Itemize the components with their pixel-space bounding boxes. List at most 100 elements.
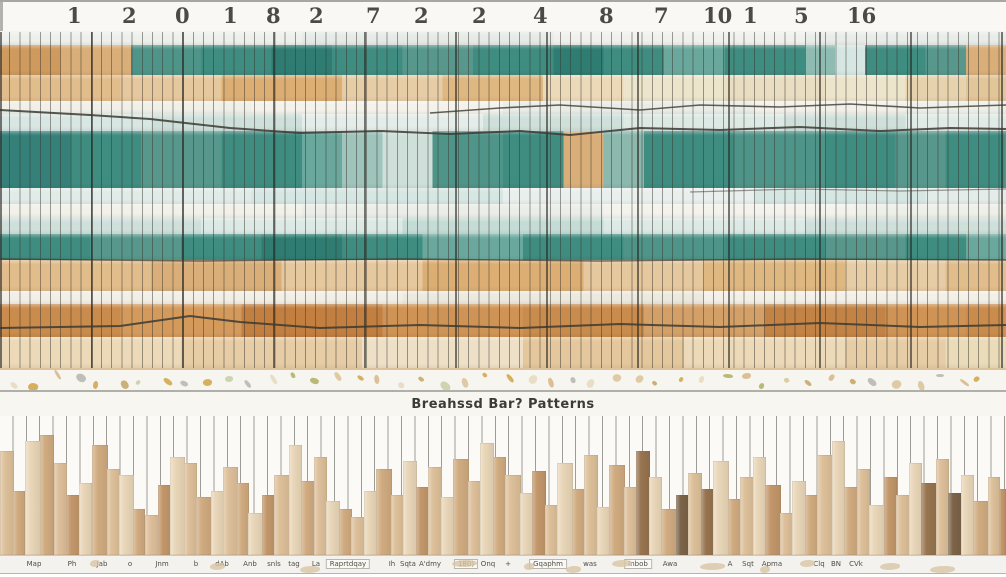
x-tick-label: Raprtdqay — [325, 559, 371, 569]
confetti-dot — [528, 374, 539, 385]
bar — [765, 485, 781, 555]
paint-smear — [452, 560, 477, 567]
confetti-dot — [586, 378, 596, 389]
confetti-dot — [698, 375, 705, 384]
bar — [468, 481, 481, 555]
x-tick-label: Anb — [243, 560, 257, 568]
bar — [597, 507, 610, 555]
paint-band — [0, 260, 1006, 291]
confetti-dot — [202, 378, 213, 386]
paint-smear — [612, 560, 632, 567]
bar — [740, 477, 754, 555]
bar — [339, 509, 352, 555]
paint-band — [0, 234, 1006, 260]
section-divider: Breahssd Bar? Patterns — [0, 390, 1006, 418]
x-tick-label: Ph — [67, 560, 77, 568]
bar — [545, 505, 558, 555]
bar — [896, 495, 910, 555]
confetti-dot — [742, 373, 752, 379]
paint-band — [0, 101, 1006, 114]
confetti-dot — [309, 376, 321, 386]
bar — [196, 497, 212, 555]
bar — [107, 469, 120, 555]
bar — [832, 441, 845, 555]
bar — [584, 455, 598, 555]
bar — [753, 457, 766, 555]
bar — [661, 509, 677, 555]
painted-band-panel — [0, 31, 1006, 393]
confetti-dot — [461, 377, 470, 389]
header-number-ruler: 1 2 0 1 8 2 7 2 2 4 8 7 10 1 5 16 — [0, 2, 1006, 32]
paint-smear — [800, 560, 815, 567]
bar — [999, 489, 1006, 555]
confetti-dot — [723, 373, 734, 379]
x-tick-label: Apma — [761, 560, 783, 568]
bar — [403, 461, 417, 555]
x-tick-label: Ih — [388, 560, 396, 568]
ruler-number: 16 — [847, 3, 877, 28]
paint-band — [0, 291, 1006, 304]
bar — [505, 475, 521, 555]
paint-band — [0, 218, 1006, 234]
bar — [0, 451, 14, 555]
x-tick-label: A'dmy — [418, 560, 442, 568]
confetti-dot — [179, 379, 190, 389]
confetti-dot — [972, 375, 981, 384]
paint-smear — [566, 566, 581, 573]
bar — [326, 501, 340, 555]
ruler-number: 7 — [366, 3, 381, 28]
ruler-number: 1 — [743, 3, 758, 28]
paint-smear — [524, 563, 534, 570]
bar — [314, 457, 327, 555]
bar — [453, 459, 469, 555]
ruler-number: 7 — [654, 3, 669, 28]
bar — [909, 463, 922, 555]
bar — [857, 469, 870, 555]
confetti-dot — [92, 380, 99, 390]
paint-smear — [90, 560, 100, 567]
confetti-dot — [373, 375, 379, 385]
confetti-dot — [936, 373, 945, 378]
paint-smear — [300, 566, 320, 573]
paint-band — [0, 131, 1006, 188]
bar — [262, 495, 275, 555]
confetti-dot — [505, 372, 515, 384]
paint-band — [0, 188, 1006, 204]
x-tick-label: Awa — [662, 560, 678, 568]
bar — [532, 471, 546, 555]
bar — [79, 483, 92, 555]
ruler-number: 4 — [533, 3, 548, 28]
confetti-strip — [0, 368, 1006, 393]
x-tick-label: b — [193, 560, 199, 568]
confetti-dot — [783, 377, 790, 385]
x-tick-label: Map — [26, 560, 42, 568]
bar — [869, 505, 885, 555]
x-tick-label: Sqta — [400, 560, 416, 568]
bar — [948, 493, 962, 555]
bar — [351, 517, 365, 555]
confetti-dot — [634, 373, 645, 384]
bar — [557, 463, 573, 555]
ruler-number: 2 — [122, 3, 137, 28]
bar — [145, 515, 159, 555]
bar — [480, 443, 494, 555]
ruler-number: 8 — [266, 3, 281, 28]
x-tick-label: Gqaphm — [529, 559, 567, 569]
bar — [237, 483, 249, 555]
bar — [301, 481, 315, 555]
bar — [792, 481, 806, 555]
ruler-number: 1 — [223, 3, 238, 28]
x-tick-label: Jab — [96, 560, 108, 568]
bar — [649, 477, 662, 555]
bar — [805, 495, 818, 555]
paint-smear — [880, 563, 900, 570]
paint-band — [0, 204, 1006, 218]
bar — [119, 475, 134, 555]
confetti-dot — [75, 371, 89, 384]
confetti-dot — [547, 377, 555, 388]
paint-band — [0, 75, 1006, 101]
paint-band — [0, 45, 1006, 75]
bar — [184, 463, 197, 555]
confetti-dot — [333, 370, 343, 382]
confetti-dot — [890, 378, 904, 391]
